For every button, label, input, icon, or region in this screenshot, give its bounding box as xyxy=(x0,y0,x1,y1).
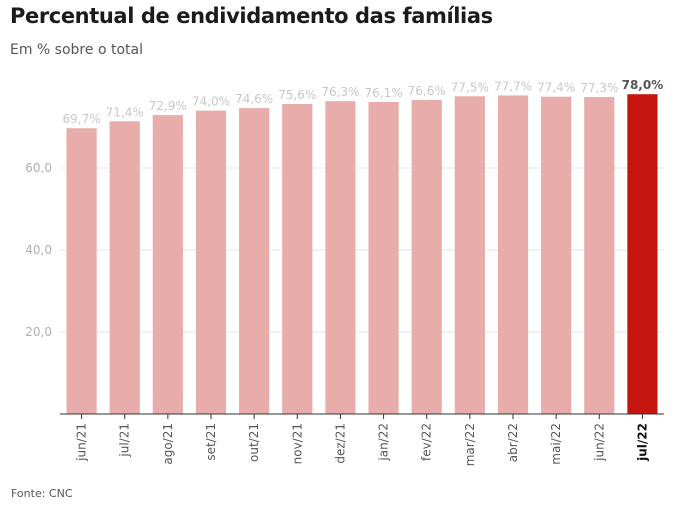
x-tick-label: abr/22 xyxy=(506,423,520,462)
y-tick-label: 20,0 xyxy=(25,325,52,339)
bar xyxy=(239,108,270,414)
y-tick-label: 60,0 xyxy=(25,161,52,175)
bar-value-label: 74,0% xyxy=(192,95,230,109)
bar-value-label: 77,3% xyxy=(580,81,618,95)
bar-value-label: 72,9% xyxy=(149,99,187,113)
bar xyxy=(411,99,442,414)
bar-value-label: 74,6% xyxy=(235,92,273,106)
bar-value-label: 71,4% xyxy=(106,105,144,119)
bar xyxy=(282,104,313,414)
bar xyxy=(454,96,485,414)
bar-value-label: 76,6% xyxy=(408,84,446,98)
bar xyxy=(66,128,97,415)
bar xyxy=(109,121,140,414)
y-tick-label: 40,0 xyxy=(25,243,52,257)
bar-value-label: 69,7% xyxy=(63,112,101,126)
source-note: Fonte: CNC xyxy=(11,487,73,500)
bar-value-label: 77,4% xyxy=(537,81,575,95)
bar xyxy=(497,95,529,415)
bar xyxy=(152,115,183,415)
bar xyxy=(325,101,356,415)
bar xyxy=(541,96,572,414)
x-tick-label: mar/22 xyxy=(463,423,477,466)
x-axis-ticks: jun/21 jul/21 ago/21 set/21 out/21 nov/21 dez/… xyxy=(75,414,649,466)
x-tick-label: mai/22 xyxy=(549,423,563,465)
bars xyxy=(66,94,658,415)
chart-title: Percentual de endividamento das famílias xyxy=(10,4,493,28)
x-tick-label: ago/21 xyxy=(161,423,175,465)
bar xyxy=(584,97,615,414)
x-tick-label: dez/21 xyxy=(333,423,347,464)
bar-value-label: 76,3% xyxy=(321,85,359,99)
bar xyxy=(195,110,227,414)
chart-subtitle: Em % sobre o total xyxy=(10,42,143,58)
x-tick-label: fev/22 xyxy=(420,423,434,461)
x-tick-label: set/21 xyxy=(204,423,218,461)
value-labels: 69,7% 71,4% 72,9% 74,0% 74,6% 75,6% 76,3% 76,1%… xyxy=(63,78,664,126)
bar-value-label: 76,1% xyxy=(365,86,403,100)
bar xyxy=(368,101,399,415)
x-tick-label: nov/21 xyxy=(290,423,304,464)
x-tick-label: jan/22 xyxy=(377,423,391,462)
x-tick-label: jun/21 xyxy=(75,423,89,462)
gridlines xyxy=(60,167,664,333)
bar-value-label: 78,0% xyxy=(622,78,664,92)
bar-value-label: 77,5% xyxy=(451,80,489,94)
x-tick-label: jul/21 xyxy=(118,423,132,458)
bar xyxy=(627,94,658,414)
x-tick-label: out/21 xyxy=(247,423,261,462)
y-axis-ticks: 20,0 40,0 60,0 xyxy=(25,161,52,339)
x-tick-label: jul/22 xyxy=(635,423,649,462)
bar-value-label: 77,7% xyxy=(494,79,532,93)
bar-value-label: 75,6% xyxy=(278,88,316,102)
x-tick-label: jun/22 xyxy=(592,423,606,462)
